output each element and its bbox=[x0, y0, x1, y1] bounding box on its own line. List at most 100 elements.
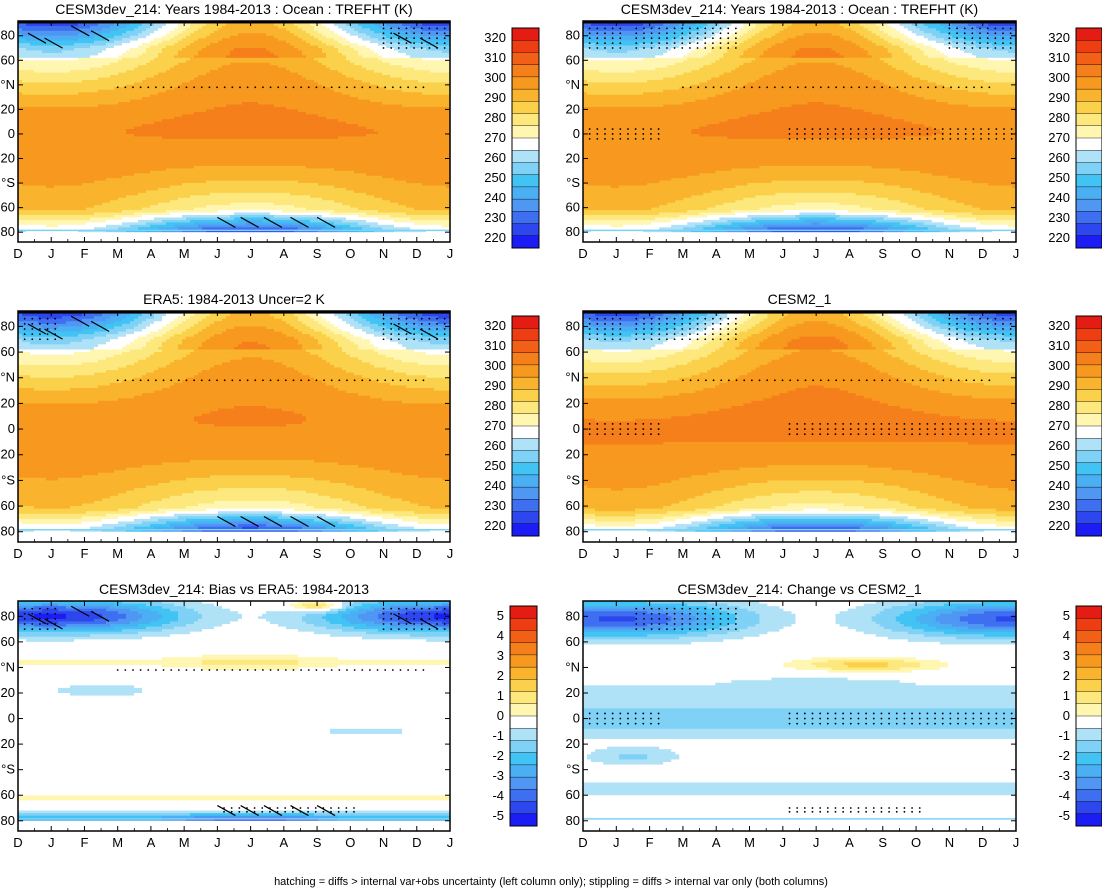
colorbar-label: 320 bbox=[1048, 318, 1070, 333]
panel-2: CESM3dev_214: Years 1984-2013 : Ocean : … bbox=[565, 1, 1102, 261]
colorbar-swatch bbox=[1075, 174, 1102, 188]
colorbar: 5 4 3 2 1 0 -1 -2 -3 -4 -5 bbox=[1058, 605, 1102, 827]
x-tick-label: D bbox=[978, 835, 987, 850]
colorbar-swatch bbox=[511, 52, 540, 66]
colorbar-label: 290 bbox=[1048, 90, 1070, 105]
x-tick-label: J bbox=[613, 546, 620, 561]
x-tick-label: A bbox=[845, 835, 854, 850]
x-tick-label: J bbox=[214, 546, 221, 561]
colorbar-swatch bbox=[1075, 413, 1102, 427]
y-tick-label: 20 bbox=[1, 101, 15, 116]
x-tick-label: M bbox=[112, 835, 123, 850]
colorbar-swatch bbox=[1075, 605, 1102, 619]
colorbar-swatch bbox=[511, 376, 540, 390]
colorbar-swatch bbox=[1075, 52, 1102, 66]
x-tick-label: J bbox=[48, 246, 55, 261]
colorbar-swatch bbox=[509, 728, 538, 741]
y-tick-label: 20 bbox=[566, 151, 580, 166]
colorbar-label: -4 bbox=[492, 788, 504, 803]
x-tick-label: S bbox=[313, 246, 322, 261]
colorbar-label: 0 bbox=[1063, 708, 1070, 723]
x-tick-label: F bbox=[646, 835, 654, 850]
x-tick-label: S bbox=[878, 546, 887, 561]
x-tick-label: D bbox=[578, 546, 587, 561]
x-tick-label: D bbox=[578, 835, 587, 850]
contour-field bbox=[583, 311, 1017, 543]
x-tick-label: D bbox=[13, 835, 22, 850]
x-tick-label: J bbox=[1013, 546, 1020, 561]
x-tick-label: J bbox=[1013, 835, 1020, 850]
x-tick-label: J bbox=[48, 835, 55, 850]
x-tick-label: J bbox=[447, 546, 454, 561]
colorbar-swatch bbox=[1075, 425, 1102, 439]
colorbar-swatch bbox=[1075, 450, 1102, 464]
colorbar-label: 230 bbox=[484, 498, 506, 513]
colorbar-label: 320 bbox=[484, 318, 506, 333]
colorbar-swatch bbox=[1075, 486, 1102, 500]
y-tick-label: °S bbox=[1, 175, 15, 190]
colorbar-swatch bbox=[1075, 27, 1102, 41]
y-tick-label: 80 bbox=[566, 608, 580, 623]
x-tick-label: J bbox=[247, 546, 254, 561]
contour-field bbox=[583, 21, 1017, 243]
x-tick-label: M bbox=[112, 246, 123, 261]
hatching bbox=[27, 315, 439, 527]
x-tick-label: F bbox=[646, 546, 654, 561]
x-tick-label: A bbox=[845, 546, 854, 561]
colorbar-label: 300 bbox=[484, 358, 506, 373]
colorbar-label: 300 bbox=[1048, 70, 1070, 85]
colorbar: 320 310 300 290 280 270 260 250 240 230 220 bbox=[484, 27, 540, 249]
x-tick-label: J bbox=[813, 835, 820, 850]
y-tick-label: °N bbox=[565, 659, 580, 674]
x-tick-label: N bbox=[379, 246, 388, 261]
colorbar-label: 270 bbox=[1048, 418, 1070, 433]
panel-title: ERA5: 1984-2013 Uncer=2 K bbox=[143, 291, 325, 307]
colorbar-swatch bbox=[1075, 340, 1102, 354]
colorbar-swatch bbox=[509, 752, 538, 766]
colorbar-swatch bbox=[511, 40, 540, 53]
y-tick-label: 20 bbox=[1, 736, 15, 751]
colorbar-label: 270 bbox=[1048, 130, 1070, 145]
colorbar-swatch bbox=[509, 801, 538, 815]
x-tick-label: J bbox=[214, 835, 221, 850]
y-tick-label: 0 bbox=[573, 421, 580, 436]
hatching bbox=[27, 605, 439, 817]
colorbar-swatch bbox=[1075, 328, 1102, 341]
colorbar-swatch bbox=[511, 462, 540, 476]
y-tick-label: 20 bbox=[1, 395, 15, 410]
colorbar-label: 300 bbox=[484, 70, 506, 85]
x-tick-label: O bbox=[911, 246, 921, 261]
panel-title: CESM2_1 bbox=[768, 291, 832, 307]
colorbar-swatch bbox=[1075, 113, 1102, 127]
colorbar-label: 310 bbox=[1048, 338, 1070, 353]
contour-field bbox=[583, 601, 1017, 832]
colorbar-label: 280 bbox=[1048, 110, 1070, 125]
colorbar-swatch bbox=[511, 101, 540, 115]
colorbar-swatch bbox=[1075, 679, 1102, 693]
colorbar-swatch bbox=[509, 618, 538, 631]
colorbar-label: 220 bbox=[1048, 230, 1070, 245]
y-tick-label: 0 bbox=[8, 126, 15, 141]
colorbar-swatch bbox=[1075, 740, 1102, 754]
x-tick-label: A bbox=[712, 546, 721, 561]
x-tick-label: A bbox=[712, 835, 721, 850]
colorbar-swatch bbox=[509, 630, 538, 644]
y-tick-label: 60 bbox=[566, 200, 580, 215]
colorbar-swatch bbox=[1075, 654, 1102, 668]
colorbar-label: 290 bbox=[1048, 378, 1070, 393]
y-tick-label: °N bbox=[0, 659, 15, 674]
colorbar-swatch bbox=[511, 174, 540, 188]
colorbar-label: 270 bbox=[484, 418, 506, 433]
colorbar-swatch bbox=[509, 740, 538, 754]
colorbar-swatch bbox=[511, 113, 540, 127]
colorbar: 5 4 3 2 1 0 -1 -2 -3 -4 -5 bbox=[492, 605, 538, 827]
colorbar-swatch bbox=[511, 486, 540, 500]
x-tick-label: A bbox=[147, 546, 156, 561]
x-tick-label: M bbox=[179, 246, 190, 261]
colorbar-swatch bbox=[511, 150, 540, 163]
colorbar-swatch bbox=[511, 499, 540, 513]
colorbar-swatch bbox=[511, 364, 540, 378]
x-tick-label: D bbox=[13, 246, 22, 261]
y-tick-label: 60 bbox=[566, 634, 580, 649]
